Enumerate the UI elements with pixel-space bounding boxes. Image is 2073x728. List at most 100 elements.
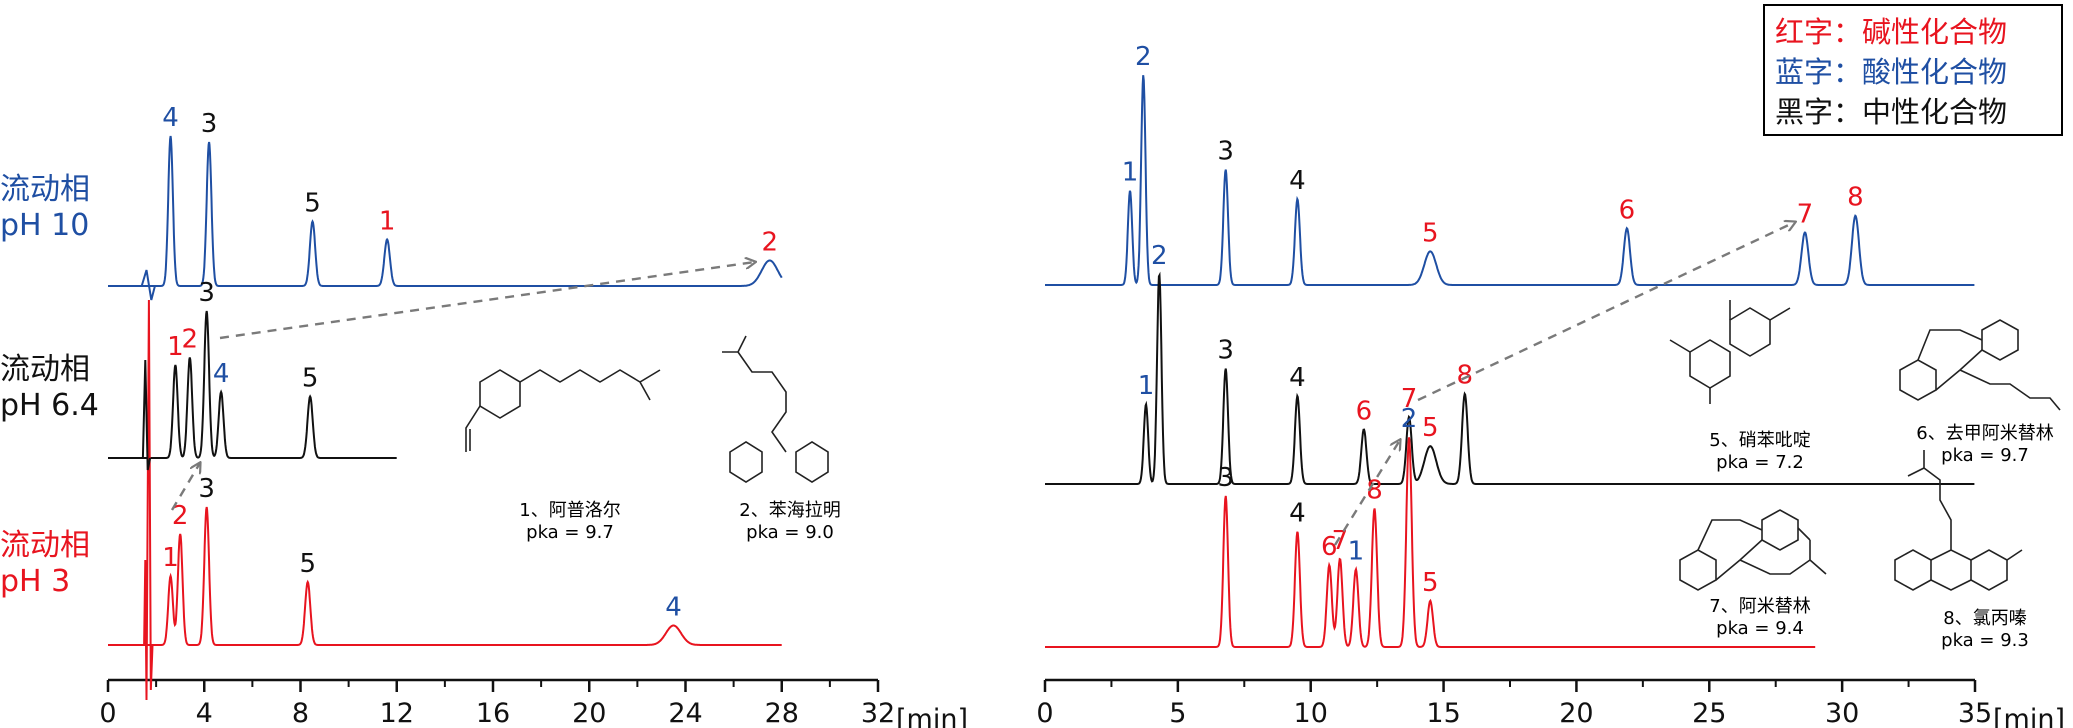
solvent-front <box>140 269 156 301</box>
legend-acidic: 蓝字：酸性化合物 <box>1775 55 2008 89</box>
shift-arrows <box>170 222 1795 546</box>
shift-arrow <box>219 262 755 340</box>
peak-label: 8 <box>1847 183 1864 213</box>
x-tick-label: 0 <box>1036 698 1053 728</box>
compound-pka: pka = 9.0 <box>746 522 834 543</box>
x-tick-label: 10 <box>1294 698 1328 728</box>
solvent-front <box>143 299 154 701</box>
legend-basic: 红字：碱性化合物 <box>1775 15 2008 49</box>
compound-pka: pka = 9.4 <box>1716 618 1804 639</box>
x-tick-label: 25 <box>1692 698 1726 728</box>
peak-label: 4 <box>162 103 179 133</box>
x-tick-label: 12 <box>380 698 414 728</box>
peak-label: 7 <box>1401 384 1418 414</box>
compound-caption-5: 5、硝苯吡啶 pka = 7.2 <box>1650 430 1870 474</box>
trace-label-line2: pH 3 <box>0 564 71 599</box>
compound-caption-6: 6、去甲阿米替林 pka = 9.7 <box>1880 423 2073 467</box>
x-tick-label: 4 <box>196 698 213 728</box>
trace-label-ph10: 流动相 pH 10 <box>0 172 90 244</box>
compound-pka: pka = 9.3 <box>1941 630 2029 651</box>
compound-caption-2: 2、苯海拉明 pka = 9.0 <box>690 500 890 544</box>
trace-label-line2: pH 10 <box>0 208 90 243</box>
peak-label: 7 <box>1797 200 1814 230</box>
peak-label: 5 <box>302 364 319 394</box>
trace-label-line1: 流动相 <box>0 172 90 207</box>
peak-label: 8 <box>1457 361 1474 391</box>
compound-pka: pka = 9.7 <box>526 522 614 543</box>
x-tick-label: 0 <box>99 698 116 728</box>
x-tick-label: 5 <box>1169 698 1186 728</box>
peak-label: 1 <box>167 332 184 362</box>
peak-label: 2 <box>1151 241 1168 271</box>
x-tick-label: 16 <box>476 698 510 728</box>
peak-label: 3 <box>198 278 215 308</box>
structure-chlorpromazine <box>1894 450 2023 591</box>
peak-label: 4 <box>213 359 230 389</box>
structure-diphenhydramine <box>722 335 829 483</box>
x-tick-label: 20 <box>1559 698 1593 728</box>
peak-label: 5 <box>1422 413 1439 443</box>
peak-label: 3 <box>201 109 218 139</box>
x-tick-label: 32 <box>861 698 895 728</box>
compound-name: 8、氯丙嗪 <box>1943 608 2027 629</box>
peak-label: 1 <box>162 543 179 573</box>
x-tick-label: 35 <box>1958 698 1992 728</box>
compound-name: 6、去甲阿米替林 <box>1916 423 2054 444</box>
peak-label: 3 <box>1217 336 1234 366</box>
x-tick-label: 24 <box>668 698 702 728</box>
peak-label: 2 <box>172 501 189 531</box>
solvent-front <box>141 359 152 471</box>
chromatogram-trace <box>108 310 397 459</box>
x-tick-label: 20 <box>572 698 606 728</box>
structure-nifedipine <box>1669 300 1791 404</box>
compound-name: 5、硝苯吡啶 <box>1709 430 1811 451</box>
peak-label: 2 <box>1135 42 1152 72</box>
structure-nortriptyline <box>1899 319 2061 411</box>
peak-label: 5 <box>299 549 316 579</box>
x-tick-label: 30 <box>1825 698 1859 728</box>
peak-label: 1 <box>1138 371 1155 401</box>
shift-arrow <box>1333 440 1400 546</box>
peak-label: 3 <box>1217 137 1234 167</box>
compound-caption-7: 7、阿米替林 pka = 9.4 <box>1650 596 1870 640</box>
chromatogram-trace <box>1045 271 1975 485</box>
x-axis-label: [min] <box>896 704 968 728</box>
peak-label: 1 <box>1122 158 1139 188</box>
legend-neutral: 黑字：中性化合物 <box>1775 95 2008 129</box>
compound-pka: pka = 7.2 <box>1716 452 1804 473</box>
chemical-structures <box>465 300 2061 591</box>
compound-caption-8: 8、氯丙嗪 pka = 9.3 <box>1880 608 2073 652</box>
peak-label: 5 <box>1422 218 1439 248</box>
compound-name: 2、苯海拉明 <box>739 500 841 521</box>
peak-label: 5 <box>1422 568 1439 598</box>
peak-label: 2 <box>1401 404 1418 434</box>
compound-caption-1: 1、阿普洛尔 pka = 9.7 <box>470 500 670 544</box>
compound-name: 1、阿普洛尔 <box>519 500 621 521</box>
x-tick-label: 28 <box>765 698 799 728</box>
peak-label: 8 <box>1366 475 1383 505</box>
peak-label: 6 <box>1321 532 1338 562</box>
peak-label: 6 <box>1619 195 1636 225</box>
chromatogram-trace <box>1045 437 1816 648</box>
compound-pka: pka = 9.7 <box>1941 445 2029 466</box>
compound-name: 7、阿米替林 <box>1709 596 1811 617</box>
structure-alprenolol <box>465 369 661 452</box>
trace-label-line2: pH 6.4 <box>0 388 99 423</box>
trace-label-line1: 流动相 <box>0 352 90 387</box>
peak-label: 3 <box>198 474 215 504</box>
peak-label: 2 <box>182 325 199 355</box>
peak-label: 4 <box>1289 499 1306 529</box>
chromatogram-trace <box>1045 75 1975 286</box>
peak-label: 1 <box>379 207 396 237</box>
trace-label-ph3: 流动相 pH 3 <box>0 528 90 600</box>
trace-label-ph64: 流动相 pH 6.4 <box>0 352 99 424</box>
peak-label: 2 <box>761 228 778 258</box>
chromatogram-trace <box>108 506 782 646</box>
peak-label: 6 <box>1356 396 1373 426</box>
x-tick-label: 15 <box>1426 698 1460 728</box>
peak-label: 7 <box>1332 526 1349 556</box>
structure-amitriptyline <box>1679 509 1827 591</box>
